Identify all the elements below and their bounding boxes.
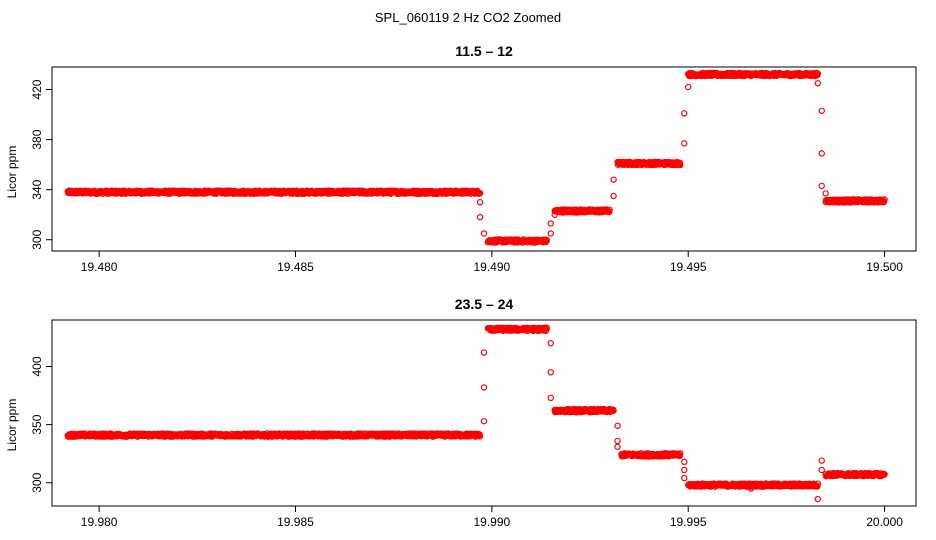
data-point <box>480 230 488 237</box>
y-tick-label: 350 <box>30 414 44 434</box>
data-points <box>64 69 888 246</box>
data-point <box>547 340 554 347</box>
x-tick-label: 20.000 <box>866 515 903 529</box>
x-tick-label: 19.980 <box>81 515 118 529</box>
data-point <box>480 417 488 425</box>
x-tick-label: 19.990 <box>474 515 511 529</box>
chart-title: 11.5 – 12 <box>455 43 513 59</box>
axis-ticks: 19.980 19.985 19.990 19.995 20.000 300 350 400 <box>30 356 903 529</box>
data-point <box>818 182 825 190</box>
data-point <box>681 474 688 482</box>
data-point <box>881 471 888 478</box>
data-point <box>681 110 688 117</box>
data-point <box>814 483 821 490</box>
data-point <box>818 457 825 464</box>
data-point <box>681 466 688 474</box>
y-axis-label: Licor ppm <box>5 146 19 199</box>
data-points <box>64 324 888 503</box>
axis-ticks: 19.480 19.485 19.490 19.495 19.500 300 340 380 4… <box>30 79 903 274</box>
data-point <box>814 70 822 77</box>
data-point <box>606 206 613 213</box>
data-point <box>818 107 825 115</box>
data-point <box>476 213 484 221</box>
x-tick-label: 19.995 <box>670 515 707 529</box>
data-point <box>610 176 617 183</box>
x-tick-label: 19.985 <box>277 515 314 529</box>
y-tick-label: 340 <box>30 179 44 199</box>
x-tick-label: 19.480 <box>81 260 118 274</box>
x-tick-label: 19.485 <box>277 260 314 274</box>
data-point <box>814 80 822 87</box>
data-point <box>610 407 617 414</box>
y-axis-label: Licor ppm <box>5 399 19 452</box>
data-point <box>614 443 621 450</box>
data-point <box>614 437 621 445</box>
data-point <box>547 220 554 227</box>
chart-title: 23.5 – 24 <box>455 296 514 312</box>
figure-title: SPL_060119 2 Hz CO2 Zoomed <box>375 10 561 25</box>
plot-frame <box>51 66 917 252</box>
y-tick-label: 300 <box>30 229 44 249</box>
x-tick-label: 19.500 <box>866 260 903 274</box>
data-point <box>610 192 617 200</box>
data-point <box>547 230 554 237</box>
plot-frame <box>51 319 917 507</box>
data-point <box>818 466 825 474</box>
y-tick-label: 300 <box>30 472 44 492</box>
data-point <box>547 369 554 376</box>
data-point <box>476 189 484 197</box>
data-point <box>614 422 621 429</box>
data-point <box>480 384 488 391</box>
data-point <box>677 161 684 169</box>
data-point <box>818 150 825 157</box>
y-tick-label: 400 <box>30 356 44 376</box>
data-point <box>547 394 554 402</box>
data-point <box>551 211 558 218</box>
data-point <box>747 485 755 492</box>
data-point <box>543 324 551 332</box>
data-point <box>814 480 822 487</box>
data-point <box>685 83 692 91</box>
data-point <box>681 140 688 147</box>
chart-panel-top: 11.5 – 12 Licor ppm 19.480 19.485 19.490 19… <box>5 43 917 274</box>
data-point <box>476 433 484 440</box>
data-point <box>480 349 488 356</box>
data-point <box>543 236 551 244</box>
data-point <box>677 450 684 457</box>
data-point <box>881 196 888 203</box>
x-tick-label: 19.490 <box>474 260 511 274</box>
x-tick-label: 19.495 <box>670 260 707 274</box>
data-point <box>476 198 484 206</box>
data-point <box>681 458 688 466</box>
data-point <box>814 495 822 503</box>
data-point <box>676 452 684 460</box>
y-tick-label: 380 <box>30 129 44 149</box>
chart-panel-bottom: 23.5 – 24 Licor ppm 19.980 19.985 19.990 19… <box>5 296 917 529</box>
y-tick-label: 420 <box>30 79 44 99</box>
data-point <box>822 190 829 197</box>
